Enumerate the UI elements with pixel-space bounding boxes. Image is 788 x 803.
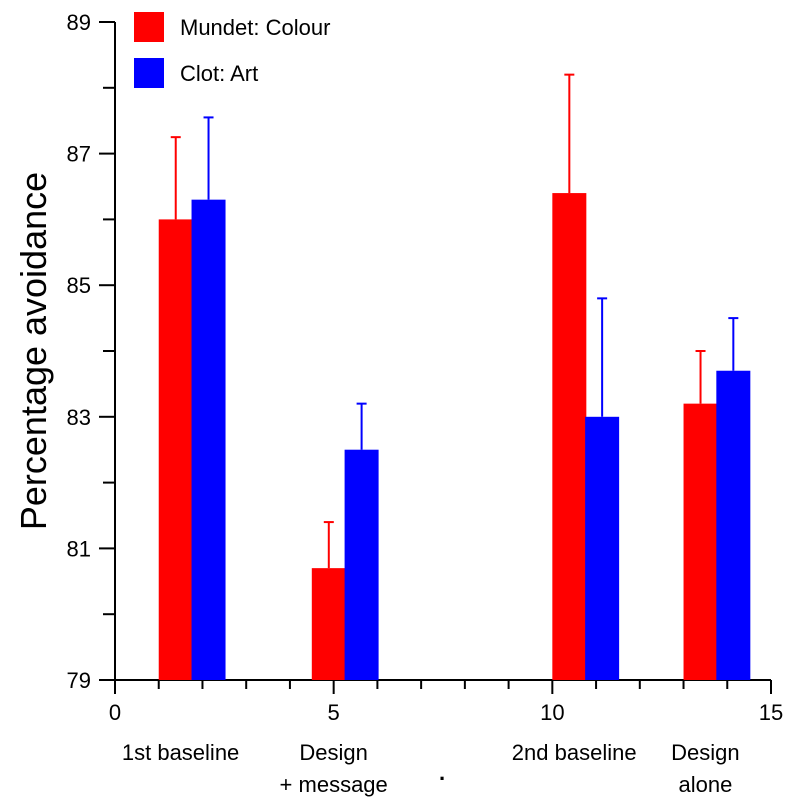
axis-labels: 1st baseline Design + message 2nd baseline D… (13, 172, 740, 797)
legend-label: Mundet: Colour (180, 15, 330, 40)
category-label: alone (678, 772, 732, 797)
legend-swatch (134, 58, 164, 88)
category-label: Design (299, 740, 367, 765)
category-label: 2nd baseline (512, 740, 637, 765)
x-tick-label: 0 (109, 700, 121, 725)
y-tick-label: 87 (67, 142, 91, 167)
bar-mundet (552, 193, 587, 680)
bar-clot (191, 199, 226, 680)
dot-annotation: . (439, 760, 445, 785)
category-label: Design (671, 740, 739, 765)
bar-clot (716, 370, 751, 680)
error-bars (170, 73, 739, 569)
bars (158, 193, 751, 680)
bar-mundet (311, 568, 346, 680)
x-tick-label: 15 (759, 700, 783, 725)
bar-clot (344, 449, 379, 680)
y-tick-label: 89 (67, 10, 91, 35)
category-label: + message (280, 772, 388, 797)
x-tick-label: 10 (540, 700, 564, 725)
category-label: 1st baseline (122, 740, 239, 765)
bar-clot (585, 416, 620, 680)
legend-swatch (134, 12, 164, 42)
y-tick-label: 79 (67, 668, 91, 693)
legend: Mundet: Colour Clot: Art (134, 12, 330, 88)
y-axis-title: Percentage avoidance (13, 172, 54, 530)
bar-mundet (683, 403, 718, 680)
y-tick-label: 81 (67, 536, 91, 561)
y-tick-label: 85 (67, 273, 91, 298)
bar-mundet (158, 219, 193, 680)
y-tick-label: 83 (67, 405, 91, 430)
x-tick-label: 5 (328, 700, 340, 725)
legend-label: Clot: Art (180, 61, 258, 86)
